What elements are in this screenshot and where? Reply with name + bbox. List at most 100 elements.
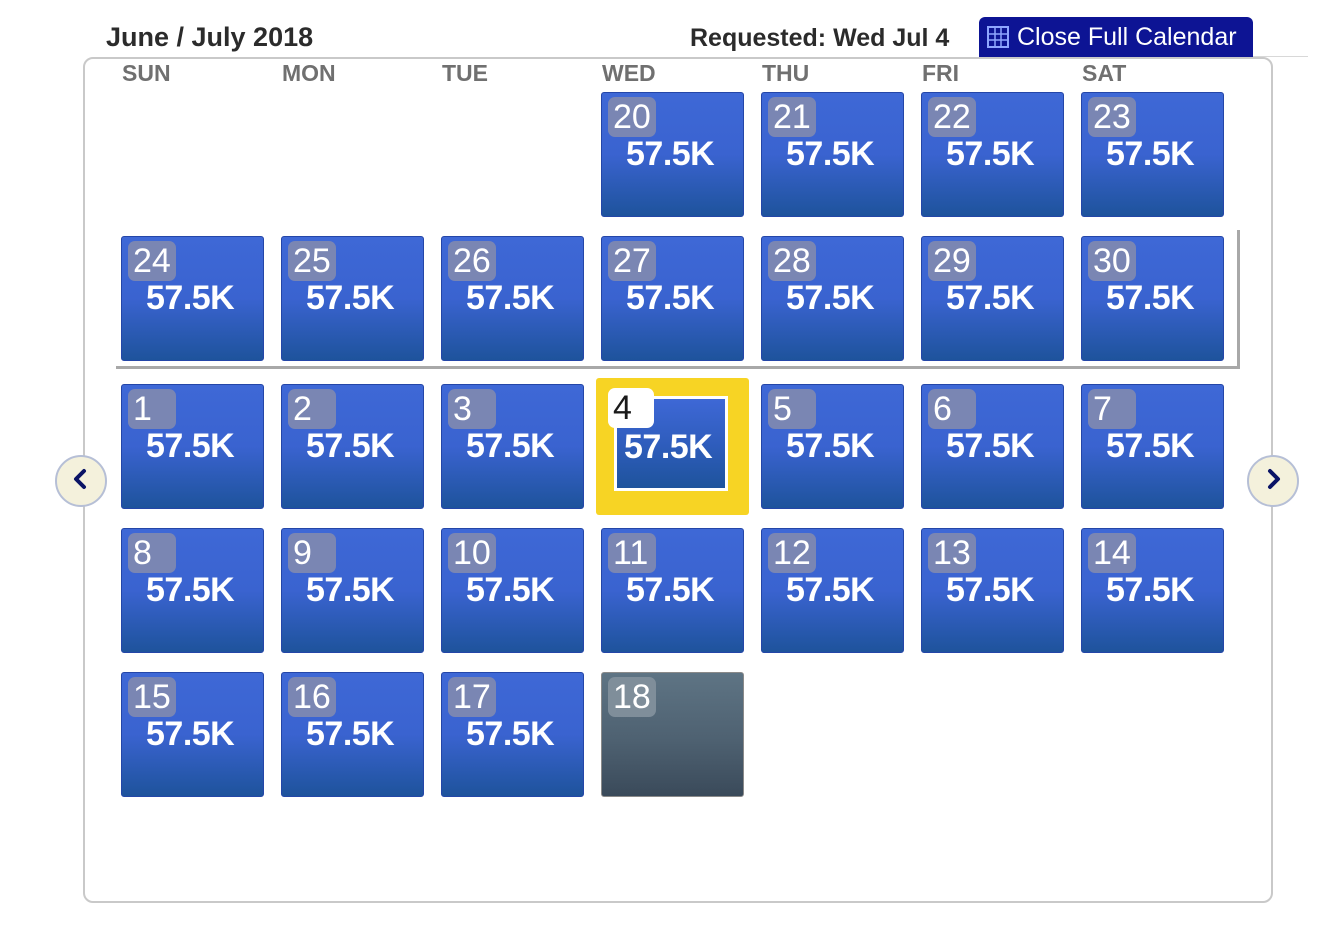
day-number: 9 [288, 533, 336, 573]
selected-day-frame [614, 396, 728, 491]
weekday-label: FRI [922, 60, 960, 86]
day-number: 12 [768, 533, 816, 573]
calendar-day[interactable]: 11 57.5K [601, 528, 744, 653]
day-number: 23 [1088, 97, 1136, 137]
calendar-day: 18 [601, 672, 744, 797]
day-price: 57.5K [146, 715, 235, 753]
calendar-day[interactable]: 30 57.5K [1081, 236, 1224, 361]
day-number: 30 [1088, 241, 1136, 281]
calendar-day[interactable]: 15 57.5K [121, 672, 264, 797]
calendar-day[interactable]: 6 57.5K [921, 384, 1064, 509]
calendar-day[interactable]: 24 57.5K [121, 236, 264, 361]
day-number: 15 [128, 677, 176, 717]
day-price: 57.5K [146, 571, 235, 609]
weekday-label: SAT [1082, 60, 1127, 86]
calendar-day[interactable]: 12 57.5K [761, 528, 904, 653]
calendar-day[interactable]: 3 57.5K [441, 384, 584, 509]
prev-month-button[interactable] [55, 455, 107, 507]
day-number: 24 [128, 241, 176, 281]
calendar-day[interactable]: 28 57.5K [761, 236, 904, 361]
calendar-day[interactable]: 21 57.5K [761, 92, 904, 217]
day-price: 57.5K [786, 279, 875, 317]
day-number: 7 [1088, 389, 1136, 429]
close-full-calendar-label: Close Full Calendar [1017, 22, 1237, 51]
day-price: 57.5K [306, 571, 395, 609]
day-number: 4 [608, 388, 654, 428]
calendar-day[interactable]: 16 57.5K [281, 672, 424, 797]
calendar-day[interactable]: 1 57.5K [121, 384, 264, 509]
calendar-day[interactable]: 7 57.5K [1081, 384, 1224, 509]
day-price: 57.5K [946, 571, 1035, 609]
day-number: 6 [928, 389, 976, 429]
calendar-day[interactable]: 26 57.5K [441, 236, 584, 361]
weekday-label: THU [762, 60, 810, 86]
day-number: 13 [928, 533, 976, 573]
calendar-day[interactable]: 10 57.5K [441, 528, 584, 653]
day-number: 1 [128, 389, 176, 429]
day-price: 57.5K [146, 279, 235, 317]
weekday-label: TUE [442, 60, 488, 86]
day-number: 25 [288, 241, 336, 281]
calendar-day[interactable]: 8 57.5K [121, 528, 264, 653]
day-number: 10 [448, 533, 496, 573]
day-number: 26 [448, 241, 496, 281]
chevron-left-icon [69, 467, 93, 496]
day-number: 3 [448, 389, 496, 429]
chevron-right-icon [1261, 467, 1285, 496]
day-price: 57.5K [786, 571, 875, 609]
weekday-label: SUN [122, 60, 171, 86]
day-number: 21 [768, 97, 816, 137]
day-price: 57.5K [1106, 427, 1195, 465]
calendar-grid-icon [987, 26, 1009, 48]
day-price: 57.5K [146, 427, 235, 465]
day-price: 57.5K [624, 428, 713, 466]
day-price: 57.5K [466, 715, 555, 753]
weekday-label: MON [282, 60, 336, 86]
calendar-day[interactable]: 29 57.5K [921, 236, 1064, 361]
calendar-day[interactable]: 25 57.5K [281, 236, 424, 361]
day-number: 28 [768, 241, 816, 281]
day-number: 2 [288, 389, 336, 429]
day-number: 17 [448, 677, 496, 717]
requested-date: Requested: Wed Jul 4 [690, 24, 950, 52]
day-price: 57.5K [306, 279, 395, 317]
day-price: 57.5K [626, 135, 715, 173]
day-price: 57.5K [1106, 135, 1195, 173]
day-price: 57.5K [1106, 571, 1195, 609]
day-number: 16 [288, 677, 336, 717]
calendar-day[interactable]: 14 57.5K [1081, 528, 1224, 653]
day-number: 22 [928, 97, 976, 137]
day-price: 57.5K [786, 427, 875, 465]
calendar-day[interactable]: 20 57.5K [601, 92, 744, 217]
calendar-day[interactable]: 5 57.5K [761, 384, 904, 509]
day-number: 14 [1088, 533, 1136, 573]
calendar-day[interactable]: 2 57.5K [281, 384, 424, 509]
next-month-button[interactable] [1247, 455, 1299, 507]
month-divider-horizontal [116, 366, 1240, 369]
day-number: 8 [128, 533, 176, 573]
day-number: 27 [608, 241, 656, 281]
calendar-day[interactable]: 27 57.5K [601, 236, 744, 361]
day-price: 57.5K [626, 279, 715, 317]
calendar-day[interactable]: 22 57.5K [921, 92, 1064, 217]
day-price: 57.5K [466, 279, 555, 317]
month-divider-vertical [1237, 230, 1240, 369]
calendar-day[interactable]: 13 57.5K [921, 528, 1064, 653]
day-price: 57.5K [306, 715, 395, 753]
month-title: June / July 2018 [106, 22, 314, 52]
day-price: 57.5K [466, 571, 555, 609]
calendar-day-selected[interactable]: 4 57.5K [596, 378, 749, 515]
weekday-label: WED [602, 60, 656, 86]
calendar-day[interactable]: 23 57.5K [1081, 92, 1224, 217]
day-number: 20 [608, 97, 656, 137]
day-number: 18 [608, 677, 656, 717]
day-price: 57.5K [946, 279, 1035, 317]
day-price: 57.5K [1106, 279, 1195, 317]
day-price: 57.5K [466, 427, 555, 465]
close-full-calendar-button[interactable]: Close Full Calendar [979, 17, 1253, 57]
day-price: 57.5K [786, 135, 875, 173]
day-price: 57.5K [946, 427, 1035, 465]
day-price: 57.5K [946, 135, 1035, 173]
calendar-day[interactable]: 17 57.5K [441, 672, 584, 797]
calendar-day[interactable]: 9 57.5K [281, 528, 424, 653]
